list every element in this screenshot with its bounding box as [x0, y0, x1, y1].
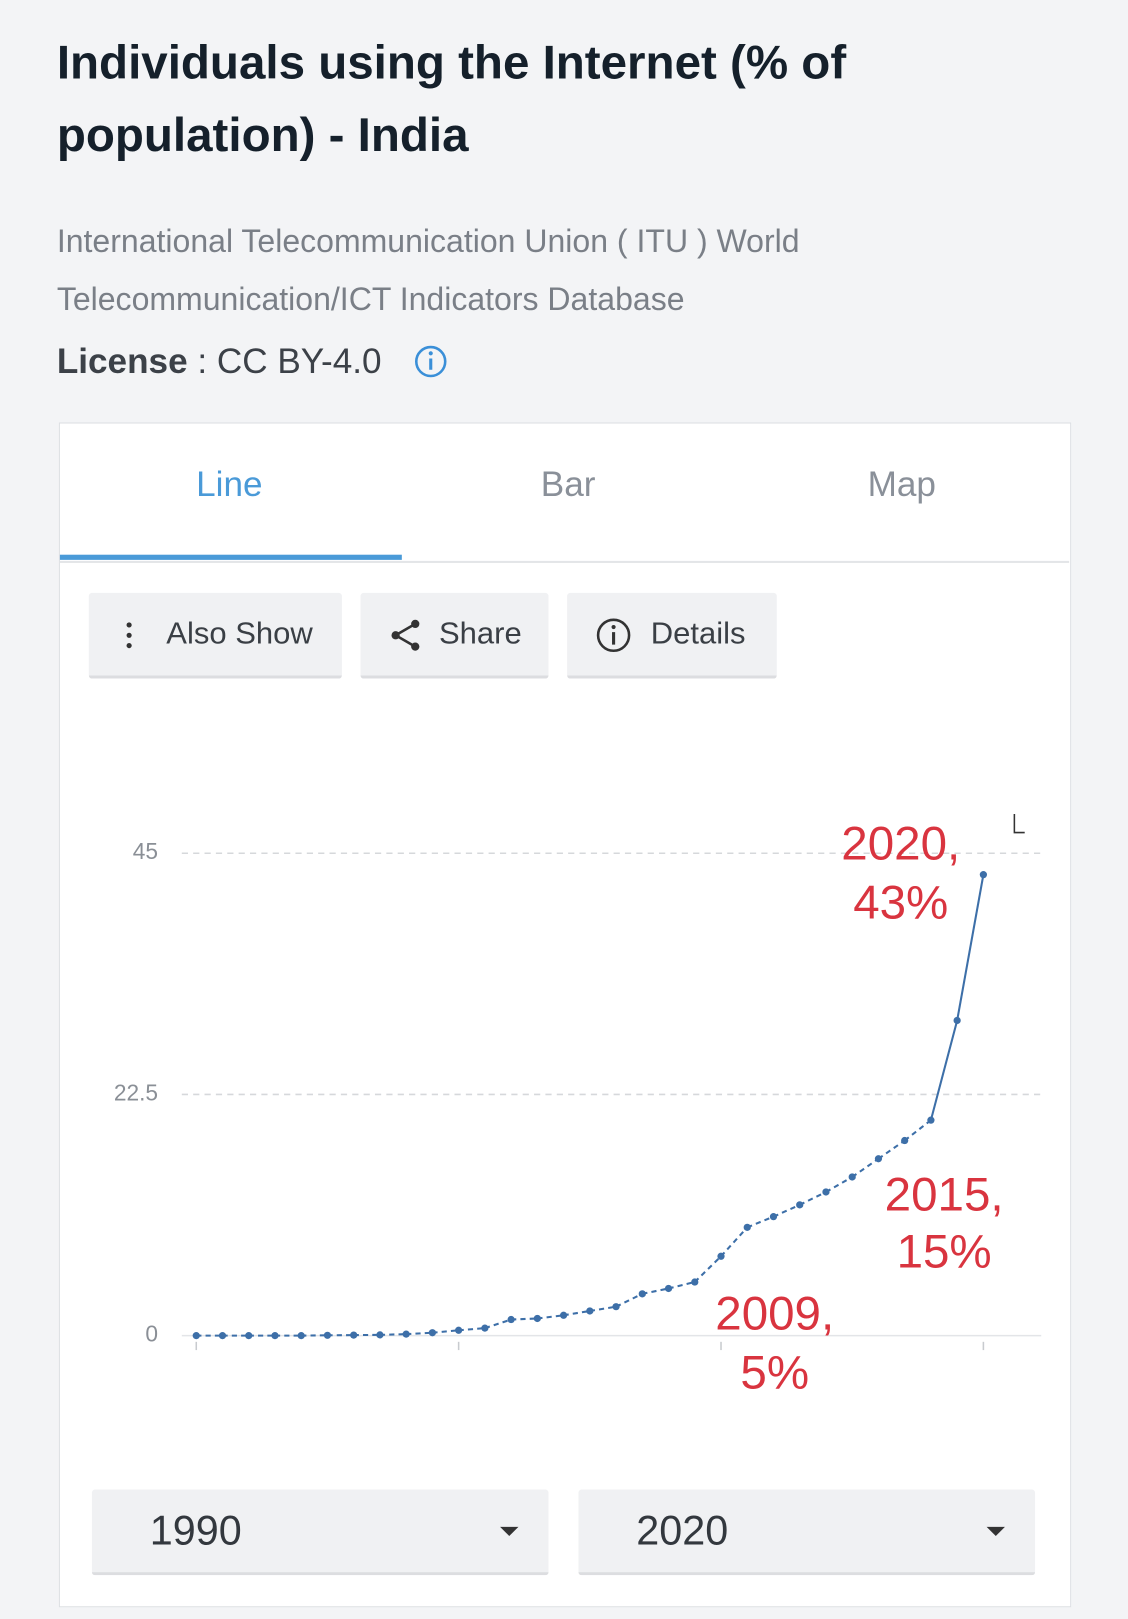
- share-button[interactable]: Share: [360, 592, 549, 679]
- annotation: 2020,: [841, 816, 961, 870]
- line-segment: [720, 1226, 749, 1257]
- line-segment: [642, 1287, 669, 1295]
- line-segment: [956, 874, 985, 1021]
- button-label: Share: [439, 616, 522, 651]
- y-tick-label: 0: [145, 1321, 158, 1347]
- data-point: [691, 1278, 699, 1286]
- line-segment: [432, 1329, 459, 1334]
- source: Telecommunication/ICT Indicators Databas…: [56, 280, 685, 318]
- data-point: [743, 1223, 751, 1231]
- data-point: [874, 1155, 883, 1163]
- data-point: [323, 1331, 332, 1339]
- line-segment: [484, 1318, 512, 1330]
- data-point: [769, 1213, 778, 1221]
- data-point: [927, 1116, 935, 1124]
- data-point: [822, 1188, 830, 1196]
- source: International Telecommunication Union ( …: [56, 223, 800, 260]
- data-point: [428, 1329, 437, 1337]
- license: License : CC BY-4.0: [57, 344, 382, 379]
- line-segment: [379, 1333, 407, 1336]
- data-point: [481, 1324, 489, 1332]
- data-point: [979, 871, 988, 879]
- data-point: [350, 1331, 358, 1339]
- line-segment: [746, 1215, 774, 1229]
- y-tick-label: 45: [133, 838, 158, 864]
- data-point: [245, 1332, 253, 1340]
- select-value: 1990: [149, 1508, 242, 1554]
- data-point: [297, 1332, 305, 1340]
- title: population) - India: [56, 107, 469, 162]
- line-segment: [694, 1255, 722, 1283]
- data-point: [533, 1314, 541, 1323]
- data-point: [507, 1315, 515, 1324]
- data-point: [612, 1303, 620, 1311]
- tab-divider: [59, 560, 1070, 563]
- line-segment: [589, 1305, 617, 1312]
- caret: [986, 1526, 1006, 1537]
- line-segment: [799, 1191, 827, 1206]
- info-icon[interactable]: [413, 344, 448, 379]
- data-point: [559, 1311, 568, 1319]
- select-value: 2020: [636, 1508, 729, 1554]
- start-year-select[interactable]: 1990: [91, 1489, 549, 1576]
- tab-indicator: [59, 554, 402, 560]
- line-segment: [511, 1317, 538, 1321]
- data-point: [901, 1136, 909, 1145]
- data-point: [271, 1332, 279, 1340]
- data-point: [848, 1173, 856, 1181]
- y-tick-label: 22.5: [114, 1079, 158, 1105]
- menu-icon: [126, 622, 132, 649]
- share-icon: [391, 619, 420, 651]
- annotation: 2009,: [715, 1286, 835, 1340]
- data-point: [455, 1326, 463, 1334]
- line-segment: [851, 1157, 880, 1178]
- tab-map[interactable]: Map: [867, 464, 936, 505]
- button-label: Details: [650, 616, 746, 651]
- annotation: 15%: [896, 1224, 992, 1278]
- data-point: [796, 1201, 804, 1209]
- tab-bar[interactable]: Bar: [540, 464, 596, 505]
- button-label: Also Show: [166, 616, 313, 651]
- line-segment: [773, 1203, 801, 1218]
- data-point: [717, 1252, 725, 1260]
- tab-line[interactable]: Line: [196, 464, 263, 505]
- line-segment: [458, 1327, 485, 1332]
- annotation: 5%: [740, 1344, 810, 1399]
- license-value: : CC BY-4.0: [197, 341, 382, 382]
- data-point: [586, 1307, 594, 1315]
- data-point: [402, 1330, 410, 1338]
- line-segment: [904, 1119, 932, 1142]
- data-point: [192, 1332, 200, 1340]
- corner-glyph: [1013, 813, 1025, 834]
- also-show-button[interactable]: Also Show: [88, 592, 342, 679]
- line-segment: [668, 1281, 696, 1290]
- caret: [499, 1526, 519, 1537]
- data-point: [953, 1016, 961, 1025]
- line-segment: [537, 1314, 564, 1320]
- data-point: [664, 1284, 673, 1293]
- line-segment: [929, 1020, 959, 1121]
- data-point: [218, 1332, 227, 1340]
- title: Individuals using the Internet (% of: [56, 35, 847, 89]
- details-button[interactable]: Details: [567, 592, 777, 679]
- line-segment: [825, 1176, 853, 1193]
- data-point: [638, 1290, 646, 1298]
- license-label: License: [56, 341, 188, 382]
- annotation: 43%: [853, 874, 949, 929]
- line-segment: [877, 1139, 906, 1160]
- line-segment: [615, 1292, 643, 1308]
- line-segment: [406, 1331, 433, 1336]
- data-point: [376, 1331, 384, 1339]
- annotation: 2015,: [884, 1167, 1004, 1221]
- end-year-select[interactable]: 2020: [578, 1489, 1036, 1576]
- line-segment: [563, 1309, 590, 1317]
- details-icon: [596, 618, 631, 653]
